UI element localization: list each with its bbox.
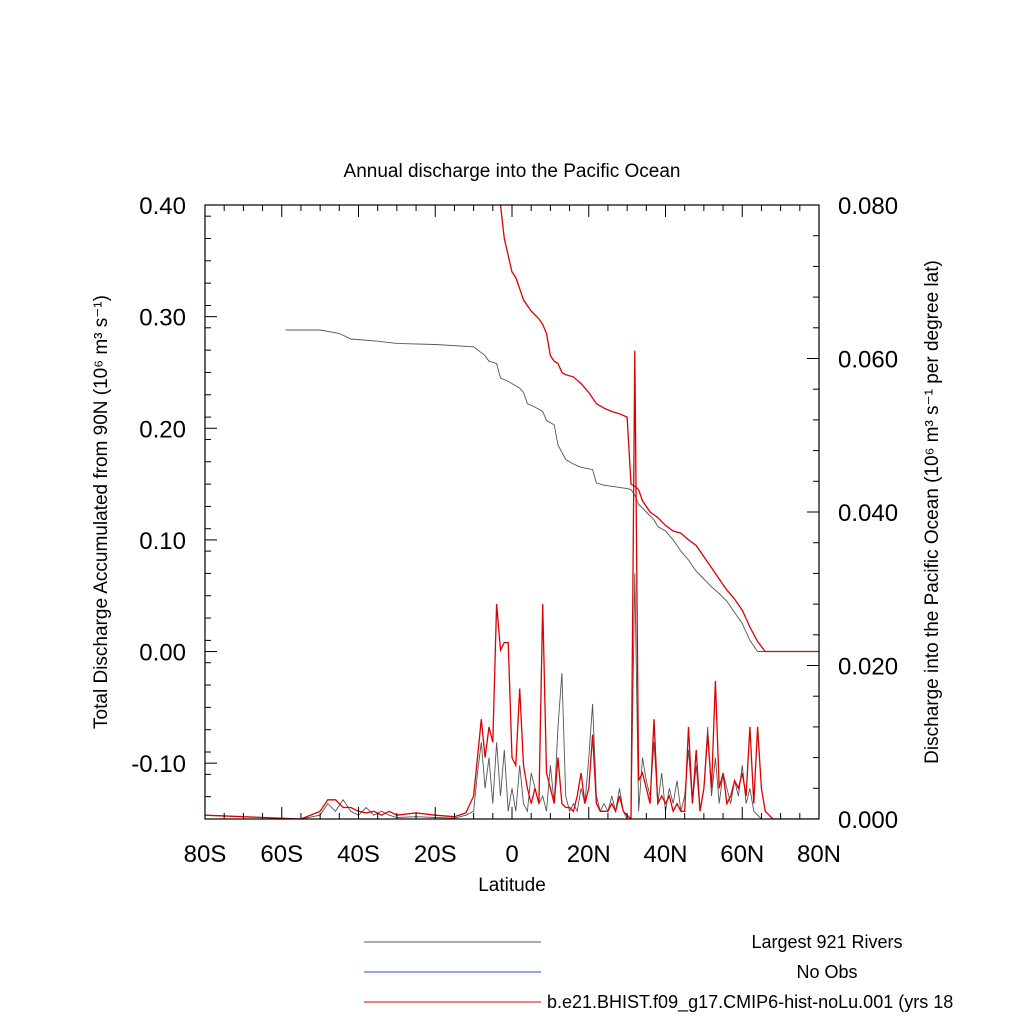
y-left-tick-label: 0.40 [139, 193, 186, 220]
x-tick-label: 80S [184, 841, 227, 868]
x-tick-label: 60S [260, 841, 303, 868]
legend-label-2: b.e21.BHIST.f09_g17.CMIP6-hist-noLu.001 … [547, 992, 953, 1013]
x-tick-label: 40N [643, 841, 687, 868]
y-axis-right: 0.080 0.060 0.040 0.020 0.000 [807, 193, 898, 834]
x-tick-label: 0 [505, 841, 518, 868]
y-left-tick-label: 0.00 [139, 640, 186, 667]
series-line-2-accumulated [499, 205, 819, 653]
y-right-tick-label: 0.080 [838, 193, 898, 220]
y-left-tick-label: 0.10 [139, 528, 186, 555]
y-left-tick-label: 0.30 [139, 305, 186, 332]
chart-title: Annual discharge into the Pacific Ocean [344, 161, 681, 182]
plot-frame [204, 204, 820, 820]
x-axis: 80S 60S 40S 20S 0 20N 40N 60N 80N [184, 205, 841, 868]
legend-label-0: Largest 921 Rivers [751, 932, 902, 952]
series-line-0-accumulated [285, 329, 819, 652]
x-tick-label: 80N [797, 841, 841, 868]
y-right-tick-label: 0.020 [838, 654, 898, 681]
x-tick-label: 40S [337, 841, 380, 868]
series-layer [205, 205, 819, 819]
y-right-tick-label: 0.040 [838, 500, 898, 527]
series-line-3-per-degree [205, 573, 819, 819]
y-axis-left: 0.40 0.30 0.20 0.10 0.00 -0.10 [131, 193, 217, 820]
x-tick-label: 60N [720, 841, 764, 868]
y-right-tick-label: 0.000 [838, 807, 898, 834]
x-axis-label: Latitude [478, 875, 546, 896]
x-tick-label: 20N [567, 841, 611, 868]
y-axis-right-label: Discharge into the Pacific Ocean (10⁶ m³… [922, 260, 943, 764]
legend: Largest 921 Rivers No Obs b.e21.BHIST.f09_… [364, 932, 953, 1013]
legend-label-1: No Obs [796, 962, 857, 982]
y-left-tick-label: -0.10 [131, 751, 186, 778]
y-axis-left-label: Total Discharge Accumulated from 90N (10… [91, 295, 112, 729]
y-right-tick-label: 0.060 [838, 347, 898, 374]
x-tick-label: 20S [414, 841, 457, 868]
y-left-tick-label: 0.20 [139, 416, 186, 443]
series-line-4-per-degree [205, 350, 819, 819]
